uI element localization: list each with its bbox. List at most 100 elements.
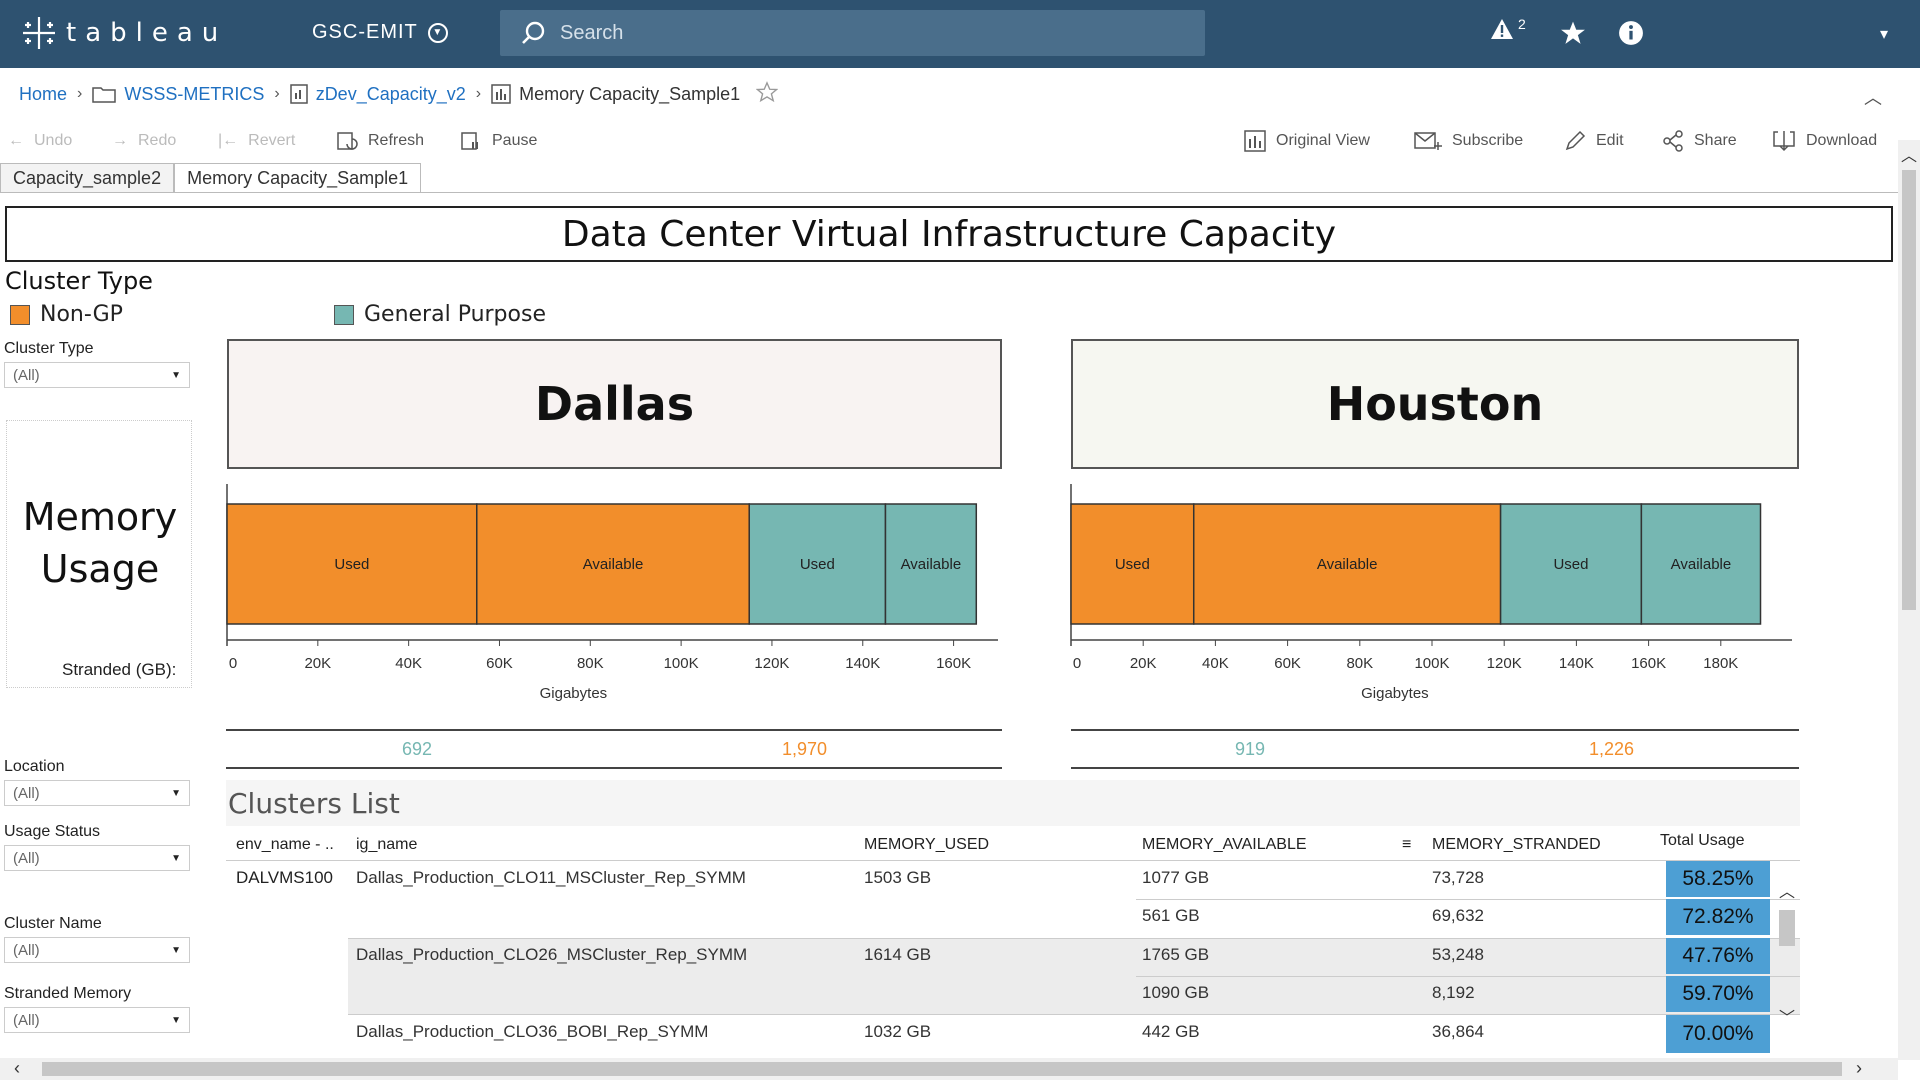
cell-memory-available: 442 GB (1142, 1022, 1200, 1041)
table-scrollbar-thumb[interactable] (1779, 910, 1795, 946)
location-dropdown[interactable]: (All) ▼ (4, 780, 190, 806)
user-menu-chevron-icon[interactable]: ▾ (1880, 26, 1889, 43)
filter-stranded-memory: Stranded Memory (All) ▼ (4, 985, 190, 1033)
table-scroll-down-icon[interactable]: ﹀ (1779, 1010, 1796, 1027)
favorite-view-star-icon[interactable] (755, 80, 779, 108)
cell-memory-used: 1614 GB (864, 945, 932, 964)
site-name: GSC-EMIT (312, 21, 418, 43)
legend-label: Non-GP (40, 302, 123, 327)
dropdown-caret-icon: ▼ (171, 787, 181, 799)
edit-button[interactable]: Edit (1564, 126, 1624, 156)
workbook-icon (289, 84, 308, 104)
cell-total-usage: 47.76% (1666, 938, 1770, 974)
refresh-icon (336, 130, 358, 152)
table-scrollbar[interactable]: ︿ ﹀ (1776, 876, 1798, 1056)
x-tick-label: 20K (304, 655, 331, 672)
site-selector[interactable]: GSC-EMIT ▼ (312, 21, 448, 44)
cluster-type-dropdown[interactable]: (All) ▼ (4, 362, 190, 388)
download-button[interactable]: Download (1772, 126, 1877, 156)
col-header-total-usage[interactable]: Total Usage (1660, 832, 1745, 849)
subscribe-button[interactable]: Subscribe (1414, 126, 1523, 156)
cell-memory-used: 1503 GB (864, 868, 932, 887)
view-icon (491, 84, 511, 104)
sort-icon[interactable]: ≡ (1402, 836, 1412, 853)
col-header-memory-available[interactable]: MEMORY_AVAILABLE (1142, 836, 1307, 853)
search-box[interactable] (500, 10, 1205, 56)
redo-button[interactable]: → Redo (112, 126, 176, 156)
cell-memory-used: 1032 GB (864, 1022, 932, 1041)
tab-capacity-sample2[interactable]: Capacity_sample2 (0, 163, 175, 193)
cell-memory-available: 1765 GB (1142, 945, 1210, 964)
legend-item-general-purpose[interactable]: General Purpose (334, 302, 546, 327)
table-row-divider (348, 938, 1800, 939)
stranded-label: Stranded (GB): (62, 660, 177, 679)
breadcrumb-workbook[interactable]: zDev_Capacity_v2 (315, 83, 466, 104)
share-button[interactable]: Share (1662, 126, 1737, 156)
filter-label: Usage Status (4, 823, 101, 840)
scrollbar-thumb[interactable] (42, 1062, 1842, 1076)
x-tick-label: 0 (1073, 655, 1081, 672)
info-button[interactable] (1618, 20, 1644, 51)
refresh-button[interactable]: Refresh (336, 126, 424, 156)
scroll-left-arrow-icon[interactable]: ‹ (14, 1058, 20, 1078)
col-header-env-name[interactable]: env_name - .. (236, 836, 334, 853)
scroll-right-arrow-icon[interactable]: › (1856, 1058, 1862, 1078)
dallas-stranded-gp: 692 (402, 739, 433, 759)
x-tick-label: 80K (577, 655, 604, 672)
col-header-memory-stranded[interactable]: MEMORY_STRANDED (1432, 836, 1601, 853)
pause-icon (460, 130, 482, 152)
cell-ig-name: Dallas_Production_CLO26_MSCluster_Rep_SY… (356, 945, 748, 964)
alerts-button[interactable]: 2 (1490, 16, 1526, 40)
vertical-scrollbar[interactable]: ︿ (1898, 140, 1920, 1060)
houston-memory-chart: Used Available Used Available 0 20K 40K 60K 80K 1… (1070, 484, 1800, 719)
filter-label: Cluster Type (4, 340, 94, 357)
undo-arrow-icon: ← (8, 132, 24, 149)
tableau-logo[interactable]: tableau (20, 14, 227, 52)
search-input[interactable] (560, 21, 1160, 45)
dropdown-value: (All) (13, 366, 40, 384)
cell-memory-stranded: 8,192 (1432, 983, 1475, 1002)
redo-label: Redo (138, 132, 177, 149)
bar-segment-used (226, 503, 478, 625)
x-tick-label: 0 (229, 655, 237, 672)
revert-button[interactable]: |← Revert (218, 126, 295, 156)
city-header-houston: Houston (1071, 339, 1799, 469)
favorites-button[interactable] (1560, 20, 1586, 51)
horizontal-scrollbar[interactable]: ‹ › (0, 1058, 1898, 1080)
breadcrumb-home[interactable]: Home (19, 83, 68, 104)
bar-segment-label: Available (1671, 556, 1732, 573)
breadcrumb-project[interactable]: WSSS-METRICS (124, 83, 265, 104)
tab-divider (0, 192, 1898, 193)
cell-total-usage: 70.00% (1666, 1015, 1770, 1053)
col-header-memory-used[interactable]: MEMORY_USED (864, 836, 990, 853)
legend-item-non-gp[interactable]: Non-GP (10, 302, 123, 327)
pause-button[interactable]: Pause (460, 126, 537, 156)
usage-status-dropdown[interactable]: (All) ▼ (4, 845, 190, 871)
cell-memory-stranded: 36,864 (1432, 1022, 1484, 1041)
scrollbar-thumb[interactable] (1902, 170, 1916, 610)
alert-count: 2 (1518, 16, 1526, 32)
cluster-name-dropdown[interactable]: (All) ▼ (4, 937, 190, 963)
original-view-button[interactable]: Original View (1244, 126, 1370, 156)
top-navigation-bar: tableau GSC-EMIT ▼ 2 ▾ (0, 0, 1920, 68)
breadcrumb-separator: › (77, 85, 83, 102)
scroll-up-arrow-icon[interactable]: ︿ (1901, 148, 1918, 165)
stranded-memory-dropdown[interactable]: (All) ▼ (4, 1007, 190, 1033)
refresh-label: Refresh (368, 132, 425, 149)
revert-icon: |← (218, 132, 239, 149)
dallas-stranded-non-gp: 1,970 (782, 739, 828, 759)
table-scroll-up-icon[interactable]: ︿ (1779, 884, 1796, 901)
dashboard-title: Data Center Virtual Infrastructure Capac… (5, 206, 1893, 262)
houston-stranded-row: 919 1,226 (1071, 729, 1799, 769)
bar-segment-used (1070, 503, 1195, 625)
x-tick-label: 20K (1130, 655, 1157, 672)
undo-button[interactable]: ← Undo (8, 126, 72, 156)
collapse-chevron-icon[interactable]: ︿ (1864, 88, 1882, 108)
dropdown-value: (All) (13, 849, 40, 867)
share-label: Share (1694, 132, 1737, 149)
pause-label: Pause (492, 132, 538, 149)
col-header-ig-name[interactable]: ig_name (356, 836, 418, 853)
cell-memory-stranded: 69,632 (1432, 906, 1484, 925)
legend-title: Cluster Type (5, 267, 153, 295)
tab-memory-capacity-sample1[interactable]: Memory Capacity_Sample1 (174, 163, 422, 193)
